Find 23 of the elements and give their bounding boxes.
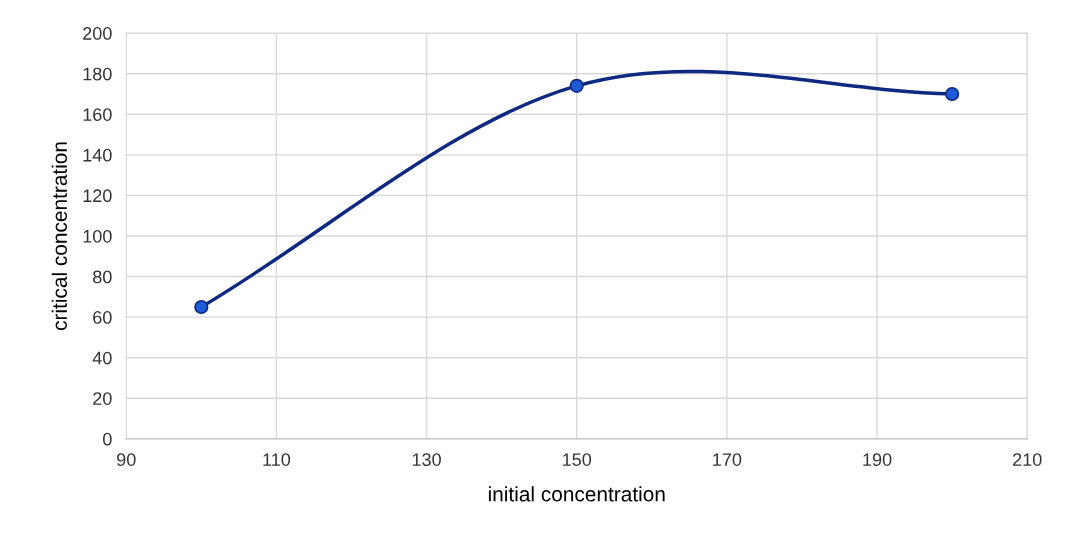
y-tick-label: 20 <box>93 392 112 405</box>
y-tick-label: 40 <box>92 351 112 365</box>
y-tick-label: 140 <box>83 148 112 162</box>
y-tick-label: 80 <box>93 270 112 284</box>
point <box>569 78 584 93</box>
point <box>194 299 209 315</box>
x-tick-label: 170 <box>713 453 742 466</box>
y-tick-label: 180 <box>83 67 112 81</box>
point <box>945 86 960 102</box>
y-axis-title: critical concentration <box>51 142 67 331</box>
x-tick-label: 90 <box>117 453 136 466</box>
y-tick-label: 100 <box>83 229 112 243</box>
x-tick-label: 130 <box>412 453 441 466</box>
y-tick-label: 160 <box>83 108 112 121</box>
y-tick-label: 200 <box>83 27 112 40</box>
x-axis-title: initial concentration <box>488 486 665 502</box>
x-tick-label: 110 <box>263 453 291 466</box>
y-tick-label: 60 <box>93 311 112 324</box>
x-tick-label: 190 <box>863 453 892 466</box>
x-tick-label: 210 <box>1013 453 1042 466</box>
y-tick-label: 120 <box>83 189 112 203</box>
x-tick-label: 150 <box>563 453 592 466</box>
y-tick-label: 0 <box>103 432 112 446</box>
